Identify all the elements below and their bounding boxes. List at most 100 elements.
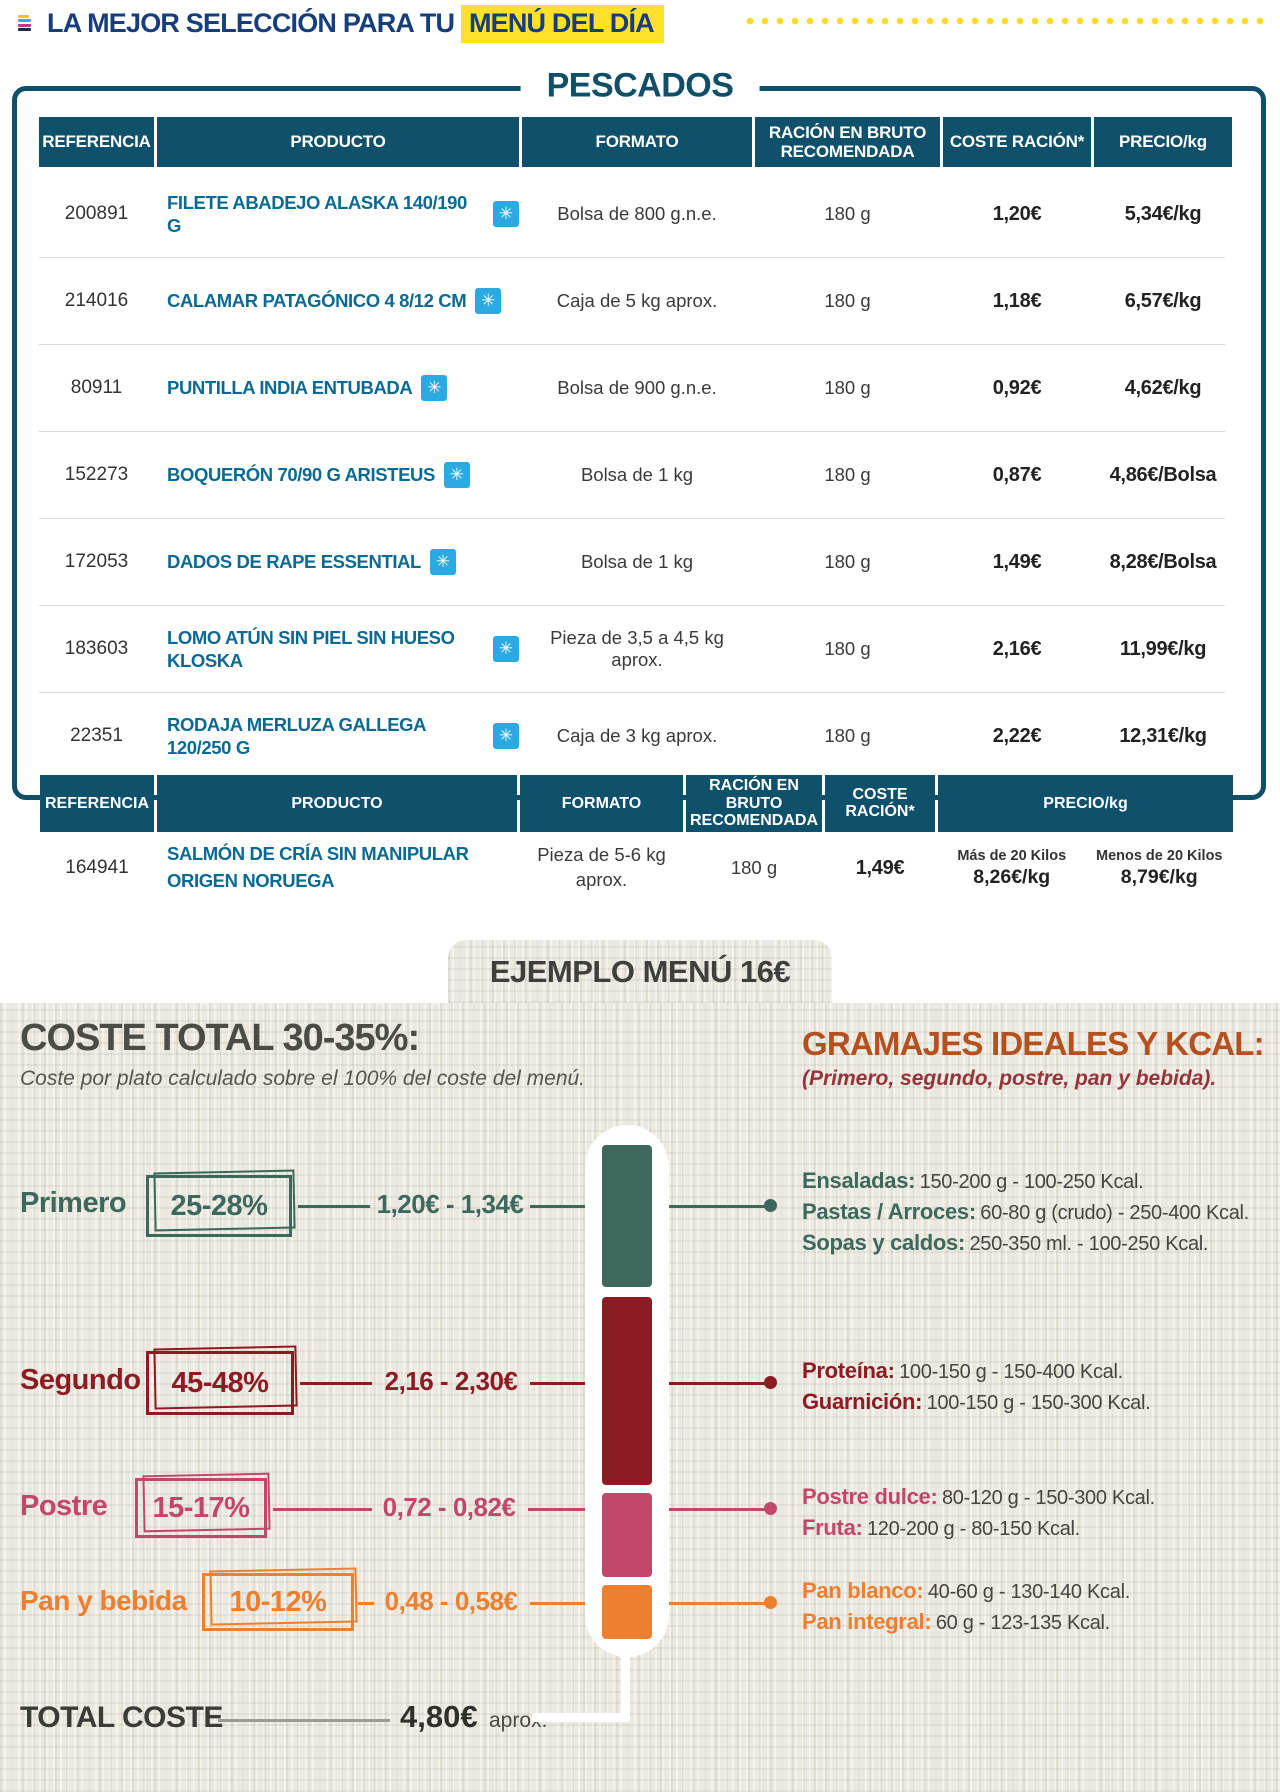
connector-line — [300, 1382, 372, 1385]
coste-total-title: COSTE TOTAL 30-35%: — [20, 1017, 420, 1059]
column-header-racion: RACIÓN EN BRUTO RECOMENDADA — [686, 775, 822, 832]
cell-referencia: 22351 — [70, 725, 123, 746]
column-header-referencia: REFERENCIA — [40, 775, 154, 832]
connector-line — [358, 1602, 374, 1605]
kcal-label: Proteína: — [802, 1358, 895, 1383]
frozen-icon: ✳ — [429, 549, 456, 575]
cell-coste: 2,22€ — [992, 724, 1042, 747]
column-header-coste: COSTE RACIÓN* — [825, 775, 935, 832]
product-line1: SALMÓN DE CRÍA SIN MANIPULAR — [167, 843, 469, 865]
cell-producto: CALAMAR PATAGÓNICO 4 8/12 CM — [167, 290, 467, 312]
column-header-coste: COSTE RACIÓN* — [943, 117, 1091, 167]
connector-line — [273, 1508, 372, 1511]
precio-menos-label: Menos de 20 Kilos — [1095, 847, 1223, 864]
kcal-value: 80-120 g - 150-300 Kcal. — [941, 1487, 1155, 1509]
column-header-precio: PRECIO/kg — [1094, 117, 1232, 167]
cell-referencia: 164941 — [65, 857, 129, 878]
cell-producto: PUNTILLA INDIA ENTUBADA — [167, 377, 413, 399]
column-header-referencia: REFERENCIA — [39, 117, 154, 167]
kcal-group-segundo: Proteína: 100-150 g - 150-400 Kcal. Guar… — [802, 1355, 1151, 1417]
salmon-table-header: REFERENCIA PRODUCTO FORMATO RACIÓN EN BR… — [40, 775, 1233, 832]
precio-mas-label: Más de 20 Kilos — [957, 847, 1067, 864]
cell-formato: Bolsa de 1 kg — [580, 464, 694, 485]
price-range: 0,72 - 0,82€ — [382, 1492, 516, 1522]
coste-total-subtitle: Coste por plato calculado sobre el 100% … — [20, 1067, 586, 1090]
frozen-icon: ✳ — [493, 723, 519, 749]
pct-value: 10-12% — [229, 1585, 327, 1618]
total-connector-line — [218, 1719, 390, 1722]
connector-dot — [764, 1596, 777, 1609]
table-row: 200891 FILETE ABADEJO ALASKA 140/190 G ✳ … — [39, 171, 1225, 257]
cell-coste: 1,20€ — [992, 202, 1042, 225]
table-header: REFERENCIA PRODUCTO FORMATO RACIÓN EN BR… — [39, 117, 1232, 167]
frozen-icon: ✳ — [421, 375, 448, 401]
cell-referencia: 172053 — [64, 551, 129, 572]
thermometer-segment-segundo — [602, 1297, 652, 1485]
gramajes-subtitle: (Primero, segundo, postre, pan y bebida)… — [802, 1067, 1217, 1090]
kcal-label: Pan integral: — [802, 1609, 932, 1634]
cell-producto: RODAJA MERLUZA GALLEGA 120/250 G — [167, 713, 426, 758]
cell-precio: 11,99€/kg — [1119, 637, 1207, 660]
column-header-formato: FORMATO — [522, 117, 752, 167]
cell-racion: 180 g — [824, 464, 871, 485]
kcal-group-pan: Pan blanco: 40-60 g - 130-140 Kcal. Pan … — [802, 1575, 1130, 1637]
connector-line — [298, 1205, 370, 1208]
pct-value: 45-48% — [171, 1366, 269, 1399]
kcal-value: 100-150 g - 150-300 Kcal. — [926, 1392, 1151, 1414]
pct-stamp: 15-17% — [135, 1478, 267, 1538]
cell-referencia: 214016 — [64, 290, 129, 311]
cell-formato: Bolsa de 1 kg — [580, 551, 694, 572]
frozen-icon: ✳ — [475, 288, 502, 314]
kcal-label: Sopas y caldos: — [802, 1230, 966, 1255]
kcal-group-postre: Postre dulce: 80-120 g - 150-300 Kcal. F… — [802, 1481, 1155, 1543]
frozen-icon: ✳ — [443, 462, 470, 488]
kcal-value: 40-60 g - 130-140 Kcal. — [927, 1581, 1130, 1603]
row-label: Postre — [20, 1490, 108, 1522]
cell-referencia: 183603 — [64, 638, 129, 659]
salmon-table-row: 164941 SALMÓN DE CRÍA SIN MANIPULAR ORIG… — [40, 824, 1233, 912]
total-coste-value: 4,80€ — [400, 1699, 478, 1734]
cell-racion: 180 g — [824, 725, 871, 746]
pct-stamp: 25-28% — [146, 1175, 292, 1237]
thermometer-stem — [621, 1653, 630, 1721]
cell-coste: 1,49€ — [992, 550, 1042, 573]
menu-example-title: EJEMPLO MENÚ 16€ — [448, 940, 832, 1003]
cell-precio: 12,31€/kg — [1119, 724, 1207, 747]
menu-example-section: COSTE TOTAL 30-35%: Coste por plato calc… — [0, 1003, 1280, 1792]
total-coste-label: TOTAL COSTE — [20, 1701, 223, 1734]
kcal-value: 250-350 ml. - 100-250 Kcal. — [969, 1233, 1209, 1255]
cell-producto: FILETE ABADEJO ALASKA 140/190 G — [167, 191, 467, 236]
thermometer-segment-postre — [602, 1493, 652, 1577]
product-line2: ORIGEN NORUEGA — [167, 870, 335, 891]
cell-racion: 180 g — [824, 290, 871, 311]
kcal-group-primero: Ensaladas: 150-200 g - 100-250 Kcal. Pas… — [802, 1165, 1249, 1258]
cell-producto: BOQUERÓN 70/90 G ARISTEUS — [167, 464, 435, 486]
cell-coste: 1,49€ — [855, 856, 905, 879]
cell-racion: 180 g — [730, 856, 778, 878]
column-header-formato: FORMATO — [520, 775, 683, 832]
cell-racion: 180 g — [824, 203, 871, 224]
column-header-producto: PRODUCTO — [157, 117, 519, 167]
kcal-value: 60-80 g (crudo) - 250-400 Kcal. — [980, 1202, 1249, 1224]
cell-precio: Más de 20 Kilos 8,26€/kg Menos de 20 Kil… — [938, 848, 1233, 889]
kcal-label: Pastas / Arroces: — [802, 1199, 976, 1224]
cell-precio: 5,34€/kg — [1124, 202, 1202, 225]
thermometer — [585, 1125, 669, 1657]
kcal-label: Postre dulce: — [802, 1484, 938, 1509]
cell-precio: 6,57€/kg — [1124, 289, 1202, 312]
table-row: 214016 CALAMAR PATAGÓNICO 4 8/12 CM ✳ Caj… — [39, 257, 1225, 344]
page-title: LA MEJOR SELECCIÓN PARA TU MENÚ DEL DÍA — [47, 5, 664, 43]
cell-producto: LOMO ATÚN SIN PIEL SIN HUESO KLOSKA — [167, 626, 455, 671]
precio-menos-20: Menos de 20 Kilos 8,79€/kg — [1086, 848, 1234, 889]
cell-formato: Bolsa de 800 g.n.e. — [557, 203, 717, 224]
pct-stamp: 45-48% — [146, 1351, 294, 1415]
table-row: 152273 BOQUERÓN 70/90 G ARISTEUS ✳ Bolsa … — [39, 431, 1225, 518]
table-row: 80911 PUNTILLA INDIA ENTUBADA ✳ Bolsa de … — [39, 344, 1225, 431]
gramajes-title: GRAMAJES IDEALES Y KCAL: — [802, 1025, 1265, 1062]
price-range: 1,20€ - 1,34€ — [376, 1189, 524, 1219]
cell-precio: 4,86€/Bolsa — [1109, 463, 1217, 486]
cell-formato: Pieza de 3,5 a 4,5 kg aprox. — [550, 627, 724, 670]
formato-line1: Pieza de 5-6 kg — [537, 844, 666, 866]
cell-referencia: 152273 — [64, 464, 129, 485]
cell-formato: Pieza de 5-6 kg aprox. — [520, 843, 683, 893]
